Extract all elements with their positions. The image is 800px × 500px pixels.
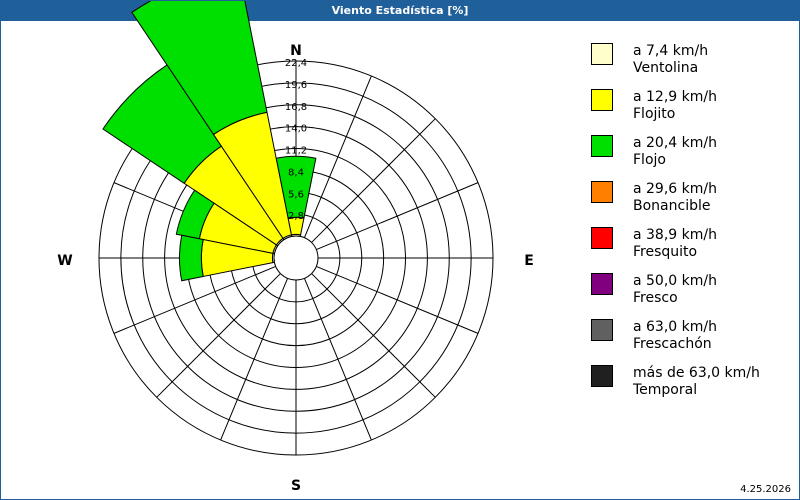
legend-speed: a 29,6 km/h xyxy=(633,181,717,197)
grid-spoke xyxy=(311,118,436,243)
sector-band-270-2 xyxy=(178,234,204,282)
legend-text: a 7,4 km/h Ventolina xyxy=(633,43,708,77)
legend-swatch xyxy=(591,135,613,157)
grid-spoke xyxy=(316,265,479,334)
sector-band-0-2 xyxy=(275,155,317,219)
legend-swatch xyxy=(591,181,613,203)
grid-spoke xyxy=(113,265,276,334)
grid-spoke xyxy=(316,182,479,251)
radial-tick-label: 16,8 xyxy=(285,102,307,113)
radial-tick-label: 8,4 xyxy=(288,167,304,178)
radial-tick-label: 5,6 xyxy=(288,189,304,200)
legend-swatch xyxy=(591,273,613,295)
legend-item: a 63,0 km/h Frescachón xyxy=(591,319,791,365)
legend-label: Temporal xyxy=(633,382,698,398)
legend-label: Fresco xyxy=(633,290,678,306)
legend-text: a 50,0 km/h Fresco xyxy=(633,273,717,307)
legend-swatch xyxy=(591,227,613,249)
legend-speed: a 50,0 km/h xyxy=(633,273,717,289)
sector-band-315-2 xyxy=(102,64,222,184)
legend-item: a 29,6 km/h Bonancible xyxy=(591,181,791,227)
legend-text: a 38,9 km/h Fresquito xyxy=(633,227,717,261)
legend-label: Ventolina xyxy=(633,60,699,76)
legend-label: Flojo xyxy=(633,152,666,168)
legend-text: a 29,6 km/h Bonancible xyxy=(633,181,717,215)
legend-text: a 63,0 km/h Frescachón xyxy=(633,319,717,353)
legend-speed: a 20,4 km/h xyxy=(633,135,717,151)
legend-speed: más de 63,0 km/h xyxy=(633,365,760,381)
legend-speed: a 63,0 km/h xyxy=(633,319,717,335)
direction-label-n: N xyxy=(290,43,302,59)
legend-swatch xyxy=(591,43,613,65)
sector-band-337.5-2 xyxy=(131,1,268,136)
footer-date: 4.25.2026 xyxy=(740,484,791,495)
legend-text: a 12,9 km/h Flojito xyxy=(633,89,717,123)
legend-text: más de 63,0 km/h Temporal xyxy=(633,365,760,399)
sector-band-292.5-2 xyxy=(175,189,215,240)
legend-swatch xyxy=(591,89,613,111)
direction-label-s: S xyxy=(291,478,301,494)
legend-item: a 7,4 km/h Ventolina xyxy=(591,43,791,89)
legend-item: más de 63,0 km/h Temporal xyxy=(591,365,791,411)
legend-label: Flojito xyxy=(633,106,676,122)
legend-label: Bonancible xyxy=(633,198,711,214)
radial-tick-label: 22,4 xyxy=(285,58,307,69)
legend-item: a 38,9 km/h Fresquito xyxy=(591,227,791,273)
direction-label-e: E xyxy=(524,253,534,269)
grid-spoke xyxy=(156,273,281,398)
legend-label: Fresquito xyxy=(633,244,698,260)
radial-tick-label: 2,8 xyxy=(288,211,304,222)
radial-tick-label: 19,6 xyxy=(285,80,307,91)
legend-text: a 20,4 km/h Flojo xyxy=(633,135,717,169)
radial-tick-label: 14,0 xyxy=(285,124,307,135)
grid-spoke xyxy=(311,273,436,398)
direction-label-w: W xyxy=(57,253,72,269)
radial-tick-label: 11,2 xyxy=(285,146,307,157)
legend-speed: a 7,4 km/h xyxy=(633,43,709,59)
legend-item: a 20,4 km/h Flojo xyxy=(591,135,791,181)
legend-item: a 12,9 km/h Flojito xyxy=(591,89,791,135)
legend-swatch xyxy=(591,365,613,387)
grid-spoke xyxy=(303,278,372,441)
legend-speed: a 12,9 km/h xyxy=(633,89,717,105)
grid-spoke xyxy=(303,75,372,238)
grid-spoke xyxy=(220,278,289,441)
legend-label: Frescachón xyxy=(633,336,712,352)
legend-swatch xyxy=(591,319,613,341)
legend-speed: a 38,9 km/h xyxy=(633,227,717,243)
legend-item: a 50,0 km/h Fresco xyxy=(591,273,791,319)
